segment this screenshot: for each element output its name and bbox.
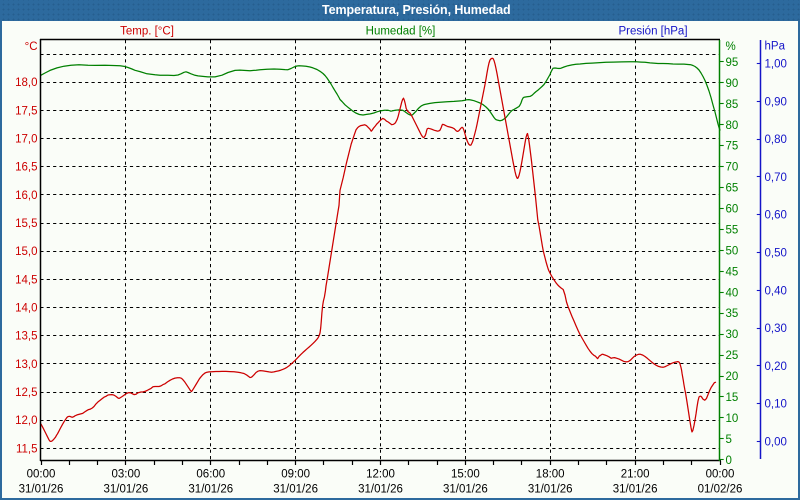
- svg-text:95: 95: [726, 57, 739, 69]
- svg-text:0,30: 0,30: [765, 323, 787, 335]
- svg-text:90: 90: [726, 78, 739, 90]
- svg-text:hPa: hPa: [765, 41, 786, 53]
- svg-text:00:00: 00:00: [27, 469, 56, 481]
- svg-text:14,0: 14,0: [15, 303, 37, 315]
- svg-text:40: 40: [726, 287, 739, 299]
- svg-text:13,5: 13,5: [15, 331, 37, 343]
- svg-text:5: 5: [726, 434, 732, 446]
- svg-text:70: 70: [726, 162, 739, 174]
- svg-text:31/01/26: 31/01/26: [358, 484, 403, 496]
- svg-text:15: 15: [726, 392, 739, 404]
- svg-text:15:00: 15:00: [451, 469, 480, 481]
- svg-text:0,50: 0,50: [765, 248, 787, 260]
- svg-text:13,0: 13,0: [15, 359, 37, 371]
- svg-text:1,00: 1,00: [765, 59, 787, 71]
- svg-text:12,5: 12,5: [15, 387, 37, 399]
- svg-text:35: 35: [726, 308, 739, 320]
- svg-text:Humedad [%]: Humedad [%]: [366, 26, 436, 38]
- svg-text:12:00: 12:00: [366, 469, 395, 481]
- svg-text:45: 45: [726, 266, 739, 278]
- svg-text:03:00: 03:00: [112, 469, 141, 481]
- svg-text:°C: °C: [25, 41, 38, 53]
- svg-text:0,20: 0,20: [765, 361, 787, 373]
- svg-text:Presión [hPa]: Presión [hPa]: [618, 26, 687, 38]
- svg-text:0,70: 0,70: [765, 172, 787, 184]
- svg-text:30: 30: [726, 329, 739, 341]
- svg-text:09:00: 09:00: [281, 469, 310, 481]
- svg-text:0: 0: [726, 455, 732, 467]
- svg-text:17,5: 17,5: [15, 105, 37, 117]
- svg-text:0,00: 0,00: [765, 437, 787, 449]
- svg-text:18,0: 18,0: [15, 77, 37, 89]
- svg-text:31/01/26: 31/01/26: [443, 484, 488, 496]
- svg-text:50: 50: [726, 245, 739, 257]
- svg-text:55: 55: [726, 225, 739, 237]
- svg-text:31/01/26: 31/01/26: [528, 484, 573, 496]
- svg-text:%: %: [726, 41, 736, 53]
- svg-text:16,0: 16,0: [15, 190, 37, 202]
- svg-text:17,0: 17,0: [15, 134, 37, 146]
- svg-text:31/01/26: 31/01/26: [104, 484, 149, 496]
- svg-text:21:00: 21:00: [621, 469, 650, 481]
- svg-text:75: 75: [726, 141, 739, 153]
- svg-text:20: 20: [726, 371, 739, 383]
- svg-text:Temp. [°C]: Temp. [°C]: [120, 26, 174, 38]
- svg-text:15,0: 15,0: [15, 246, 37, 258]
- svg-text:14,5: 14,5: [15, 274, 37, 286]
- svg-text:60: 60: [726, 204, 739, 216]
- svg-text:80: 80: [726, 120, 739, 132]
- svg-text:0,40: 0,40: [765, 285, 787, 297]
- svg-text:25: 25: [726, 350, 739, 362]
- svg-text:11,5: 11,5: [16, 443, 38, 455]
- svg-text:00:00: 00:00: [706, 469, 735, 481]
- svg-text:16,5: 16,5: [15, 162, 37, 174]
- svg-text:12,0: 12,0: [15, 415, 37, 427]
- svg-text:65: 65: [726, 183, 739, 195]
- svg-text:0,90: 0,90: [765, 96, 787, 108]
- svg-text:31/01/26: 31/01/26: [19, 484, 64, 496]
- svg-text:10: 10: [726, 413, 739, 425]
- svg-text:85: 85: [726, 99, 739, 111]
- svg-text:31/01/26: 31/01/26: [273, 484, 318, 496]
- svg-text:18:00: 18:00: [536, 469, 565, 481]
- svg-text:15,5: 15,5: [15, 218, 37, 230]
- svg-text:0,10: 0,10: [765, 399, 787, 411]
- svg-text:0,60: 0,60: [765, 210, 787, 222]
- svg-text:31/01/26: 31/01/26: [613, 484, 658, 496]
- svg-text:31/01/26: 31/01/26: [188, 484, 233, 496]
- svg-text:06:00: 06:00: [196, 469, 225, 481]
- svg-text:01/02/26: 01/02/26: [698, 484, 743, 496]
- svg-text:0,80: 0,80: [765, 134, 787, 146]
